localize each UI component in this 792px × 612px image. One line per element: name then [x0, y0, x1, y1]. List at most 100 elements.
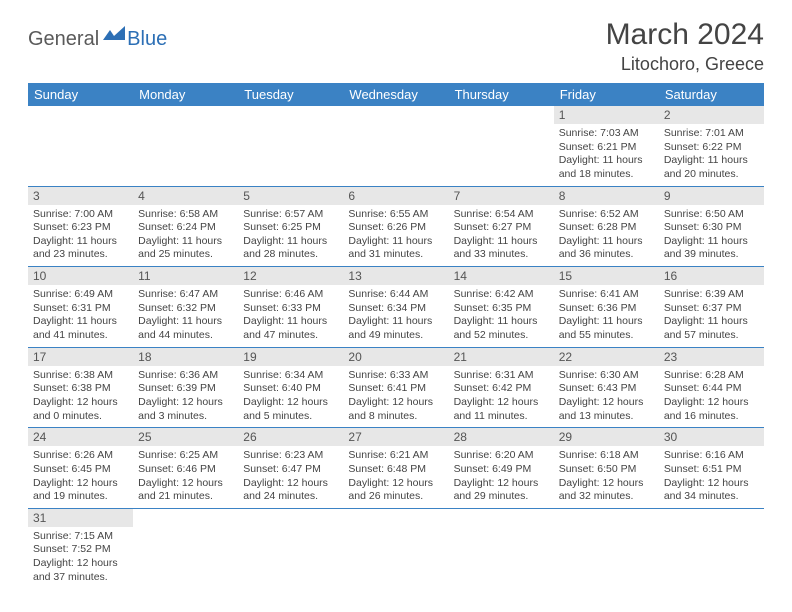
day-details: Sunrise: 7:15 AMSunset: 7:52 PMDaylight:…: [28, 527, 133, 589]
day-ss: Sunset: 6:44 PM: [664, 382, 759, 396]
day-d2: and 0 minutes.: [33, 410, 128, 424]
calendar-day-cell: 16Sunrise: 6:39 AMSunset: 6:37 PMDayligh…: [659, 267, 764, 348]
calendar-day-cell: 2Sunrise: 7:01 AMSunset: 6:22 PMDaylight…: [659, 106, 764, 186]
day-d2: and 29 minutes.: [454, 490, 549, 504]
day-d1: Daylight: 11 hours: [348, 315, 443, 329]
logo-text-blue: Blue: [127, 28, 167, 51]
calendar-week-row: 17Sunrise: 6:38 AMSunset: 6:38 PMDayligh…: [28, 347, 764, 428]
calendar-day-cell: 17Sunrise: 6:38 AMSunset: 6:38 PMDayligh…: [28, 347, 133, 428]
day-details: Sunrise: 6:46 AMSunset: 6:33 PMDaylight:…: [238, 285, 343, 347]
day-details: Sunrise: 6:57 AMSunset: 6:25 PMDaylight:…: [238, 205, 343, 267]
day-ss: Sunset: 6:39 PM: [138, 382, 233, 396]
day-d1: Daylight: 12 hours: [138, 477, 233, 491]
day-d1: Daylight: 12 hours: [559, 477, 654, 491]
day-d1: Daylight: 12 hours: [454, 396, 549, 410]
calendar-empty-cell: [28, 106, 133, 186]
day-ss: Sunset: 6:50 PM: [559, 463, 654, 477]
day-sr: Sunrise: 7:00 AM: [33, 208, 128, 222]
day-sr: Sunrise: 6:31 AM: [454, 369, 549, 383]
day-number: 4: [133, 187, 238, 205]
day-number: 24: [28, 428, 133, 446]
calendar-day-cell: 3Sunrise: 7:00 AMSunset: 6:23 PMDaylight…: [28, 186, 133, 267]
day-d1: Daylight: 11 hours: [559, 235, 654, 249]
day-number: 19: [238, 348, 343, 366]
weekday-header: Friday: [554, 83, 659, 106]
day-ss: Sunset: 6:26 PM: [348, 221, 443, 235]
day-details: Sunrise: 6:23 AMSunset: 6:47 PMDaylight:…: [238, 446, 343, 508]
calendar-day-cell: 13Sunrise: 6:44 AMSunset: 6:34 PMDayligh…: [343, 267, 448, 348]
day-number: 17: [28, 348, 133, 366]
day-sr: Sunrise: 6:57 AM: [243, 208, 338, 222]
calendar-empty-cell: [449, 106, 554, 186]
day-number: 5: [238, 187, 343, 205]
calendar-table: SundayMondayTuesdayWednesdayThursdayFrid…: [28, 83, 764, 588]
day-ss: Sunset: 6:49 PM: [454, 463, 549, 477]
day-d2: and 49 minutes.: [348, 329, 443, 343]
calendar-day-cell: 19Sunrise: 6:34 AMSunset: 6:40 PMDayligh…: [238, 347, 343, 428]
calendar-day-cell: 30Sunrise: 6:16 AMSunset: 6:51 PMDayligh…: [659, 428, 764, 509]
day-details: Sunrise: 6:42 AMSunset: 6:35 PMDaylight:…: [449, 285, 554, 347]
day-d1: Daylight: 11 hours: [559, 315, 654, 329]
day-ss: Sunset: 6:42 PM: [454, 382, 549, 396]
day-details: Sunrise: 6:18 AMSunset: 6:50 PMDaylight:…: [554, 446, 659, 508]
day-details: Sunrise: 6:21 AMSunset: 6:48 PMDaylight:…: [343, 446, 448, 508]
day-ss: Sunset: 6:45 PM: [33, 463, 128, 477]
day-d2: and 33 minutes.: [454, 248, 549, 262]
day-ss: Sunset: 6:33 PM: [243, 302, 338, 316]
day-d1: Daylight: 12 hours: [33, 477, 128, 491]
day-sr: Sunrise: 6:33 AM: [348, 369, 443, 383]
day-d1: Daylight: 11 hours: [664, 235, 759, 249]
day-d2: and 16 minutes.: [664, 410, 759, 424]
day-sr: Sunrise: 6:44 AM: [348, 288, 443, 302]
day-d2: and 52 minutes.: [454, 329, 549, 343]
day-d2: and 19 minutes.: [33, 490, 128, 504]
day-number: 30: [659, 428, 764, 446]
calendar-day-cell: 9Sunrise: 6:50 AMSunset: 6:30 PMDaylight…: [659, 186, 764, 267]
day-sr: Sunrise: 6:47 AM: [138, 288, 233, 302]
day-ss: Sunset: 6:48 PM: [348, 463, 443, 477]
day-number: 16: [659, 267, 764, 285]
day-sr: Sunrise: 6:38 AM: [33, 369, 128, 383]
day-d1: Daylight: 12 hours: [664, 477, 759, 491]
day-ss: Sunset: 6:34 PM: [348, 302, 443, 316]
calendar-day-cell: 29Sunrise: 6:18 AMSunset: 6:50 PMDayligh…: [554, 428, 659, 509]
calendar-day-cell: 26Sunrise: 6:23 AMSunset: 6:47 PMDayligh…: [238, 428, 343, 509]
day-details: Sunrise: 6:28 AMSunset: 6:44 PMDaylight:…: [659, 366, 764, 428]
day-number: 29: [554, 428, 659, 446]
day-sr: Sunrise: 6:58 AM: [138, 208, 233, 222]
day-number: 28: [449, 428, 554, 446]
calendar-day-cell: 27Sunrise: 6:21 AMSunset: 6:48 PMDayligh…: [343, 428, 448, 509]
day-number: 7: [449, 187, 554, 205]
calendar-empty-cell: [554, 508, 659, 588]
day-sr: Sunrise: 6:36 AM: [138, 369, 233, 383]
calendar-day-cell: 6Sunrise: 6:55 AMSunset: 6:26 PMDaylight…: [343, 186, 448, 267]
day-d2: and 3 minutes.: [138, 410, 233, 424]
day-d1: Daylight: 12 hours: [348, 396, 443, 410]
day-d2: and 23 minutes.: [33, 248, 128, 262]
day-sr: Sunrise: 6:34 AM: [243, 369, 338, 383]
day-sr: Sunrise: 7:01 AM: [664, 127, 759, 141]
calendar-day-cell: 1Sunrise: 7:03 AMSunset: 6:21 PMDaylight…: [554, 106, 659, 186]
day-sr: Sunrise: 6:55 AM: [348, 208, 443, 222]
day-number: 6: [343, 187, 448, 205]
day-ss: Sunset: 6:27 PM: [454, 221, 549, 235]
day-number: 31: [28, 509, 133, 527]
day-sr: Sunrise: 6:41 AM: [559, 288, 654, 302]
day-details: Sunrise: 6:50 AMSunset: 6:30 PMDaylight:…: [659, 205, 764, 267]
title-block: March 2024 Litochoro, Greece: [606, 18, 764, 75]
calendar-day-cell: 21Sunrise: 6:31 AMSunset: 6:42 PMDayligh…: [449, 347, 554, 428]
day-number: 13: [343, 267, 448, 285]
day-number: 9: [659, 187, 764, 205]
day-d1: Daylight: 11 hours: [138, 235, 233, 249]
weekday-header: Tuesday: [238, 83, 343, 106]
day-sr: Sunrise: 6:18 AM: [559, 449, 654, 463]
calendar-week-row: 31Sunrise: 7:15 AMSunset: 7:52 PMDayligh…: [28, 508, 764, 588]
calendar-day-cell: 15Sunrise: 6:41 AMSunset: 6:36 PMDayligh…: [554, 267, 659, 348]
calendar-day-cell: 22Sunrise: 6:30 AMSunset: 6:43 PMDayligh…: [554, 347, 659, 428]
day-ss: Sunset: 6:21 PM: [559, 141, 654, 155]
day-details: Sunrise: 6:44 AMSunset: 6:34 PMDaylight:…: [343, 285, 448, 347]
day-ss: Sunset: 6:35 PM: [454, 302, 549, 316]
day-details: Sunrise: 7:01 AMSunset: 6:22 PMDaylight:…: [659, 124, 764, 186]
calendar-week-row: 10Sunrise: 6:49 AMSunset: 6:31 PMDayligh…: [28, 267, 764, 348]
day-ss: Sunset: 6:23 PM: [33, 221, 128, 235]
